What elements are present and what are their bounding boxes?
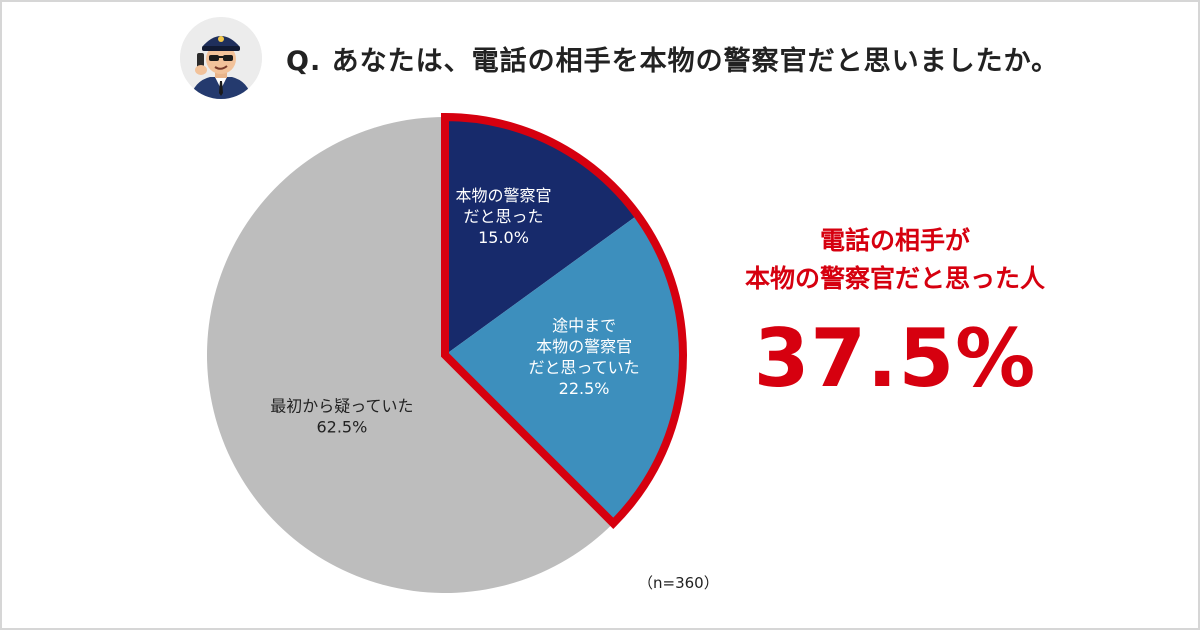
highlight-outline [441, 112, 687, 529]
slice-label-2: 途中まで本物の警察官だと思っていた 22.5% [528, 316, 639, 398]
callout-percentage: 37.5% [753, 312, 1037, 405]
pie-slices [206, 112, 687, 593]
callout-line-1: 電話の相手が [819, 226, 970, 255]
police-officer-on-phone-icon [180, 17, 262, 99]
slice-value-1: 15.0% [478, 228, 529, 247]
pie-slice-3 [206, 117, 614, 593]
chart-header: Q. あなたは、電話の相手を本物の警察官だと思いましたか。 [180, 17, 1060, 99]
pie-slice-1 [445, 116, 638, 355]
slice-label-line: だと思っていた [528, 358, 639, 377]
question-title: Q. あなたは、電話の相手を本物の警察官だと思いましたか。 [286, 45, 1060, 77]
slice-label-line: だと思った [463, 207, 543, 226]
slice-label-line: 本物の警察官 [455, 186, 551, 205]
slice-value-3: 62.5% [316, 418, 367, 437]
highlight-callout: 電話の相手が 本物の警察官だと思った人 37.5% [690, 222, 1100, 405]
slice-label-line: 最初から疑っていた [270, 397, 413, 416]
slice-value-2: 22.5% [559, 379, 610, 398]
sample-size-note: （n=360） [638, 574, 719, 592]
slice-label-3: 最初から疑っていた 62.5% [270, 397, 413, 437]
pie-slice-2 [445, 215, 683, 524]
slice-label-line: 本物の警察官 [536, 337, 632, 356]
slice-label-line: 途中まで [552, 316, 616, 335]
callout-line-2: 本物の警察官だと思った人 [744, 264, 1045, 293]
police-officer-avatar [180, 17, 262, 99]
slice-label-1: 本物の警察官だと思った 15.0% [455, 186, 551, 247]
pie-labels: 本物の警察官だと思った 15.0%途中まで本物の警察官だと思っていた 22.5%最初… [270, 186, 639, 436]
